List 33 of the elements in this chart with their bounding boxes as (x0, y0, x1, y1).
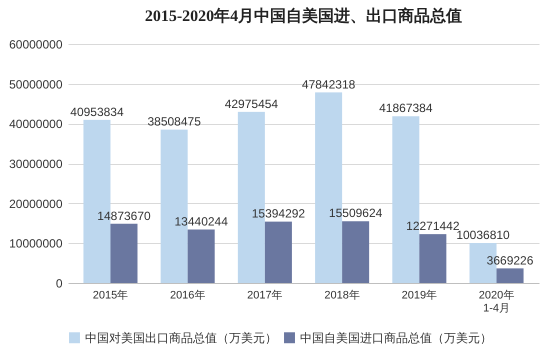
x-tick-label: 2016年 (170, 290, 206, 302)
x-tick-label: 2015年 (92, 290, 128, 302)
data-label: 38508475 (147, 114, 202, 129)
y-tick-label: 50000000 (9, 77, 63, 92)
data-label: 14873670 (97, 208, 151, 223)
data-label: 40953834 (70, 104, 124, 119)
data-label: 41867384 (379, 101, 433, 116)
bar (188, 229, 215, 283)
bar (264, 222, 292, 283)
data-label: 10036810 (456, 228, 510, 242)
data-label: 47842318 (302, 77, 356, 92)
y-tick-label: 60000000 (9, 38, 63, 52)
x-tick-label: 2017年 (247, 290, 283, 302)
data-label: 42975454 (224, 96, 278, 111)
legend-label: 中国对美国出口商品总值（万美元） (85, 330, 277, 345)
bar (496, 268, 524, 283)
chart-title: 2015-2020年4月中国自美国进、出口商品总值 (144, 6, 462, 25)
data-label: 15509624 (328, 206, 383, 220)
y-tick-label: 0 (56, 276, 63, 290)
bar (110, 224, 138, 283)
bar (419, 234, 446, 283)
x-tick-label: 2018年 (324, 290, 360, 302)
data-label: 13440244 (174, 214, 228, 228)
x-tick-label: 2020年 1-4月 (478, 290, 514, 314)
data-label: 3669226 (486, 253, 534, 268)
y-tick-label: 20000000 (9, 196, 63, 211)
bar (342, 221, 370, 283)
y-tick-label: 10000000 (9, 236, 63, 251)
legend-label: 中国自美国进口商品总值（万美元） (300, 330, 492, 345)
y-tick-label: 30000000 (9, 157, 63, 171)
x-tick-label: 2019年 (402, 290, 438, 302)
y-tick-label: 40000000 (9, 117, 63, 132)
data-label: 15394292 (252, 206, 306, 221)
